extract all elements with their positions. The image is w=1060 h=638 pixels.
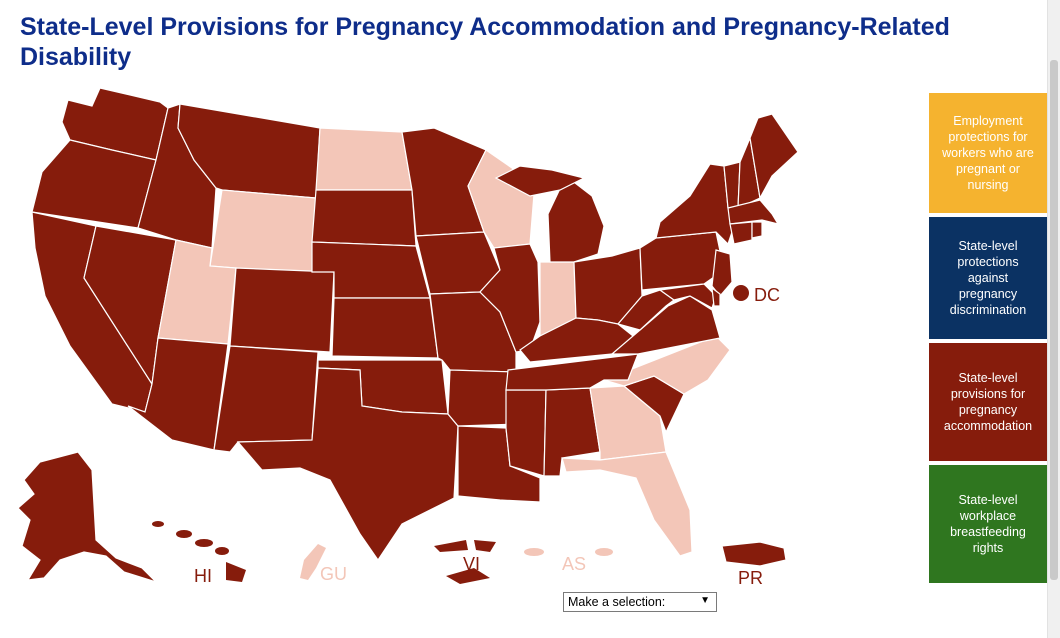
page-title: State-Level Provisions for Pregnancy Acc…: [20, 13, 950, 71]
state-ak[interactable]: [17, 451, 157, 583]
state-mi-upper[interactable]: [494, 165, 586, 197]
dc-label: DC: [754, 285, 780, 305]
pr-label: PR: [738, 568, 763, 588]
state-sd[interactable]: [311, 189, 417, 247]
state-nj[interactable]: [711, 249, 733, 297]
state-ny[interactable]: [655, 163, 735, 246]
legend-employment-protections[interactable]: Employment protections for workers who a…: [929, 93, 1047, 213]
selection-dropdown[interactable]: Make a selection: ▼: [563, 592, 717, 612]
state-hi[interactable]: [152, 521, 246, 582]
scrollbar[interactable]: [1047, 0, 1060, 638]
territory-gu[interactable]: [300, 544, 326, 580]
territory-vi[interactable]: [434, 540, 496, 584]
territory-pr[interactable]: [721, 541, 787, 567]
state-nd[interactable]: [315, 127, 413, 191]
state-de[interactable]: [711, 286, 721, 307]
state-co[interactable]: [229, 267, 335, 353]
legend-breastfeeding-rights[interactable]: State-level workplace breastfeeding righ…: [929, 465, 1047, 583]
legend-pregnancy-discrimination[interactable]: State-level protections against pregnanc…: [929, 217, 1047, 339]
state-ms[interactable]: [505, 389, 547, 477]
us-states-map: DC HI GU VI AS PR: [17, 87, 799, 588]
scrollbar-thumb[interactable]: [1050, 60, 1058, 580]
state-az[interactable]: [127, 337, 229, 451]
state-ri[interactable]: [751, 221, 763, 239]
state-nm[interactable]: [213, 345, 319, 453]
state-tx[interactable]: [236, 367, 459, 562]
legend-pregnancy-accommodation[interactable]: State-level provisions for pregnancy acc…: [929, 343, 1047, 461]
dc-marker[interactable]: [733, 285, 749, 301]
state-wy[interactable]: [209, 189, 317, 275]
state-md[interactable]: [658, 283, 717, 309]
territory-as[interactable]: [524, 548, 613, 556]
chevron-down-icon: ▼: [700, 595, 710, 606]
state-ks[interactable]: [331, 297, 439, 359]
hi-label: HI: [194, 566, 212, 586]
state-ar[interactable]: [447, 369, 519, 427]
state-me[interactable]: [749, 113, 799, 200]
state-pa[interactable]: [639, 231, 725, 291]
gu-label: GU: [320, 564, 347, 584]
state-fl[interactable]: [561, 451, 693, 557]
vi-label: VI: [463, 554, 480, 574]
state-ct[interactable]: [729, 221, 753, 245]
states-group: [31, 87, 799, 562]
as-label: AS: [562, 554, 586, 574]
dropdown-selected-value: Make a selection:: [568, 595, 666, 609]
legend: Employment protections for workers who a…: [929, 93, 1047, 587]
state-tn[interactable]: [505, 353, 639, 391]
